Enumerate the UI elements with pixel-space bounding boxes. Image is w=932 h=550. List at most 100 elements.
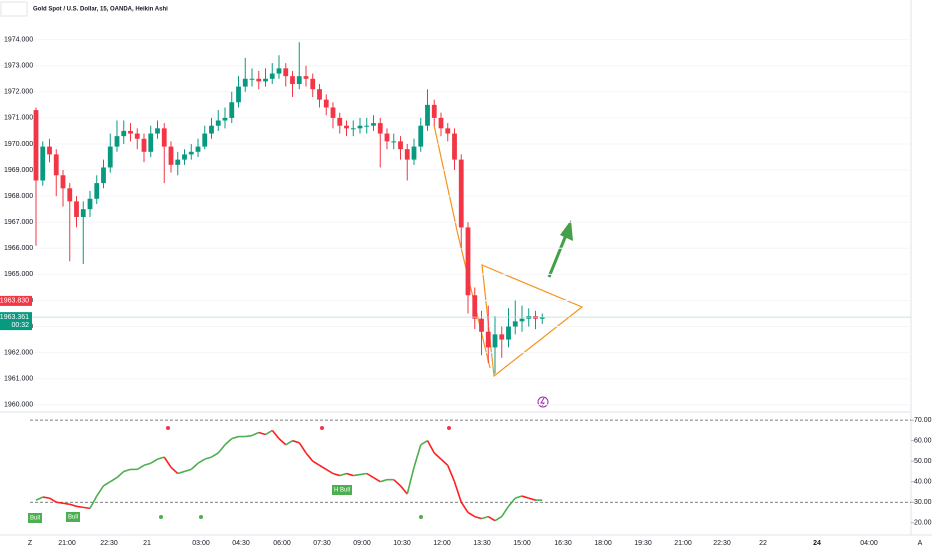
candle-body [101, 167, 106, 184]
osc-line-segment [69, 503, 77, 508]
osc-line-segment [62, 502, 70, 506]
osc-line-segment [224, 438, 233, 446]
x-tick-label: 24 [813, 540, 821, 547]
osc-line-segment [319, 464, 327, 471]
osc-line-segment [298, 442, 307, 454]
candle-body [404, 149, 410, 160]
candle-body [155, 128, 160, 134]
candle-body [438, 117, 444, 129]
candle-body [458, 159, 464, 228]
osc-line-segment [346, 472, 354, 477]
candle-body [350, 128, 356, 130]
osc-tick-label: 70.00 [914, 417, 932, 424]
osc-line-segment [406, 467, 415, 495]
osc-tick-label: 40.00 [914, 479, 932, 486]
y-tick-label: 1974.000 [4, 36, 33, 43]
osc-line-segment [197, 458, 206, 464]
candle-body [452, 133, 457, 160]
osc-line-segment [440, 458, 449, 466]
osc-line-segment [521, 495, 529, 499]
osc-line-segment [413, 444, 422, 468]
osc-line-segment [507, 497, 516, 507]
y-tick-label: 1973.000 [4, 63, 33, 70]
osc-line-segment [150, 458, 158, 464]
osc-line-segment [467, 511, 476, 518]
x-tick-label: 03:00 [192, 540, 210, 547]
signal-label-box [28, 513, 42, 523]
candle-body [296, 76, 302, 84]
osc-line-segment [292, 439, 300, 444]
y-tick-label: 1960.000 [4, 402, 33, 409]
osc-line-segment [83, 506, 91, 510]
candle-body [398, 141, 403, 150]
osc-line-segment [245, 434, 253, 438]
osc-line-segment [251, 431, 260, 437]
candle-body [269, 73, 275, 79]
candle-body [182, 154, 187, 160]
osc-line-segment [285, 439, 293, 446]
osc-tick-label: 30.00 [914, 499, 932, 506]
y-tick-label: 1967.000 [4, 219, 33, 226]
osc-line-segment [265, 429, 273, 436]
candle-body [114, 136, 120, 147]
candle-body [202, 133, 208, 147]
osc-line-segment [366, 472, 374, 479]
y-tick-label: 1970.000 [4, 141, 33, 148]
x-tick-label: 09:00 [353, 540, 371, 547]
x-tick-label: 22 [759, 540, 767, 547]
signal-dot [419, 515, 423, 519]
candle-body [236, 86, 241, 103]
osc-line-segment [35, 496, 44, 501]
candle-body [256, 78, 262, 82]
signal-dot [166, 426, 170, 430]
candle-body [364, 125, 370, 127]
osc-line-segment [217, 444, 226, 454]
x-tick-label: 04:00 [860, 540, 878, 547]
candle-body [391, 141, 397, 143]
x-tick-label: 07:30 [313, 540, 331, 547]
x-tick-label: 06:00 [273, 540, 291, 547]
candle-body [323, 99, 329, 108]
candle-body [87, 198, 93, 210]
osc-line-segment [353, 473, 361, 477]
candle-body [344, 125, 349, 129]
x-tick-label: 21 [143, 540, 151, 547]
x-tick-label: A [918, 540, 923, 547]
candle-body [512, 321, 518, 327]
candle-body [337, 117, 343, 126]
osc-line-segment [123, 468, 131, 473]
candle-body [519, 318, 525, 322]
x-tick-label: 13:30 [473, 540, 491, 547]
osc-line-segment [96, 485, 105, 497]
candle-body [188, 151, 194, 155]
osc-line-segment [177, 470, 185, 475]
x-tick-label: 19:30 [634, 540, 652, 547]
candle-body [47, 146, 52, 155]
candle-body [283, 68, 289, 77]
signal-dot [159, 515, 163, 519]
candle-body [107, 146, 113, 168]
candle-body [74, 201, 79, 217]
candle-body [357, 125, 363, 129]
candle-body [209, 125, 214, 134]
osc-line-segment [426, 440, 435, 454]
candle-body [134, 133, 140, 139]
candle-body [411, 146, 417, 160]
candle-body [384, 133, 390, 142]
osc-line-segment [420, 439, 428, 446]
y-tick-label: 1966.000 [4, 245, 33, 252]
candle-body [215, 120, 221, 126]
signal-label: Bull [30, 516, 40, 522]
osc-tick-label: 50.00 [914, 458, 932, 465]
y-tick-label: 1972.000 [4, 89, 33, 96]
osc-line-segment [204, 456, 212, 460]
candle-body [80, 209, 86, 217]
candle-body [317, 89, 322, 100]
event-icon [537, 396, 549, 408]
osc-line-segment [447, 464, 456, 483]
osc-line-segment [89, 495, 98, 509]
osc-line-segment [528, 497, 536, 501]
osc-line-segment [136, 464, 145, 471]
osc-line-segment [211, 452, 219, 458]
